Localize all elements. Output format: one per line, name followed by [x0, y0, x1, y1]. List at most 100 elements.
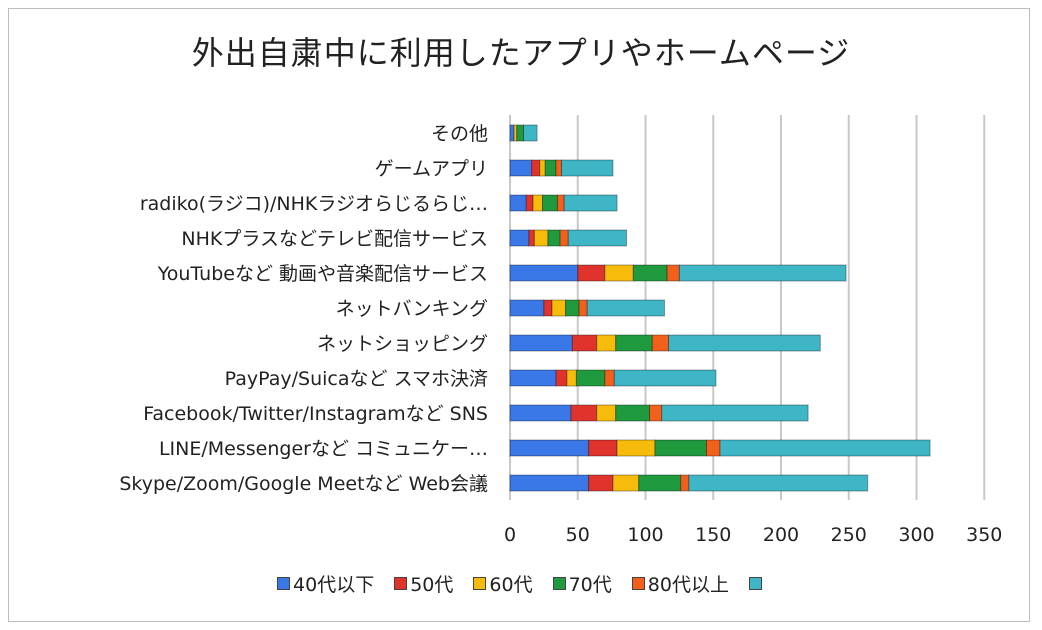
bar-segment [571, 334, 598, 352]
bar-segment [596, 404, 617, 422]
x-tick-label: 350 [966, 524, 1002, 546]
bar-segment [654, 439, 707, 457]
bar-segment [509, 194, 527, 212]
x-tick-label: 300 [898, 524, 934, 546]
bar-segment [567, 229, 628, 247]
bar-segment [588, 439, 618, 457]
bar-segment [555, 369, 568, 387]
bar-segment [555, 159, 562, 177]
legend-item: 80代以上 [631, 570, 729, 597]
bar-segment [612, 474, 640, 492]
bar-segment [613, 369, 717, 387]
bar-segment [509, 229, 530, 247]
bar-segment [615, 404, 651, 422]
category-label: ゲームアプリ [375, 158, 488, 180]
x-tick-label: 250 [831, 524, 867, 546]
x-tick-label: 50 [566, 524, 590, 546]
legend-swatch [394, 577, 408, 590]
bar-segment [668, 334, 821, 352]
category-label: Skype/Zoom/Google Meetなど Web会議 [119, 473, 488, 495]
legend-item: 50代 [394, 570, 453, 597]
bar-segment [565, 299, 580, 317]
bar-segment [563, 194, 618, 212]
bar-segment [588, 474, 614, 492]
bar-segment [509, 299, 545, 317]
bar-segment [559, 229, 569, 247]
legend-label: 70代 [568, 574, 612, 596]
bar-segment [560, 159, 614, 177]
bar-segment [509, 474, 590, 492]
chart-frame [8, 8, 1030, 622]
bar-segment [586, 299, 665, 317]
bar-segment [528, 229, 535, 247]
bar-segment [651, 334, 670, 352]
bar-segment [525, 194, 534, 212]
bar-segment [570, 404, 598, 422]
legend-item [748, 577, 765, 590]
legend-swatch [748, 577, 762, 590]
bar-segment [596, 334, 617, 352]
bar-segment [556, 194, 565, 212]
bar-segment [523, 124, 538, 142]
bar-segment [516, 124, 525, 142]
bar-segment [632, 264, 668, 282]
bar-segment [509, 439, 590, 457]
bar-segment [542, 194, 558, 212]
legend-label: 40代以下 [293, 574, 375, 596]
bar-segment [604, 264, 634, 282]
bar-segment [539, 159, 546, 177]
bar-segment [649, 404, 663, 422]
x-tick-label: 0 [504, 524, 516, 546]
legend-swatch [552, 577, 566, 590]
bar-segment [533, 229, 549, 247]
bar-segment [688, 474, 869, 492]
category-label: その他 [431, 123, 488, 145]
category-label: NHKプラスなどテレビ配信サービス [181, 228, 488, 250]
bar-segment [577, 264, 606, 282]
bar-segment [531, 159, 541, 177]
bar-segment [509, 124, 515, 142]
legend-swatch [473, 577, 487, 590]
bar-segment [666, 264, 680, 282]
bar-segment [678, 264, 847, 282]
bar-segment [604, 369, 615, 387]
bar-segment [547, 229, 561, 247]
bar-segment [509, 369, 557, 387]
legend-label: 80代以上 [647, 574, 729, 596]
bar-segment [705, 439, 721, 457]
legend-label: 50代 [410, 574, 454, 596]
bar-segment [543, 299, 553, 317]
legend: 40代以下 50代 60代 70代 80代以上 [0, 570, 1042, 597]
bar-segment [509, 159, 533, 177]
x-tick-label: 200 [763, 524, 799, 546]
legend-swatch [631, 577, 645, 590]
legend-item: 70代 [552, 570, 612, 597]
bar-segment [566, 369, 577, 387]
category-label: LINE/Messengerなど コミュニケー… [159, 438, 488, 460]
legend-swatch [277, 577, 291, 590]
category-label: Facebook/Twitter/Instagramなど SNS [143, 403, 488, 425]
bar-segment [661, 404, 809, 422]
bar-segment [532, 194, 544, 212]
legend-label: 60代 [489, 574, 533, 596]
chart-title: 外出自粛中に利用したアプリやホームページ [191, 34, 851, 72]
bar-segment [509, 264, 579, 282]
bar-segment [615, 334, 653, 352]
category-label: PayPay/Suicaなど スマホ決済 [225, 368, 488, 390]
bar-segment [616, 439, 656, 457]
bar-segment [578, 299, 588, 317]
legend-item: 60代 [473, 570, 533, 597]
bar-segment [719, 439, 931, 457]
x-tick-label: 100 [627, 524, 663, 546]
category-label: ネットショッピング [317, 333, 488, 355]
bar-segment [680, 474, 690, 492]
legend-item: 40代以下 [277, 570, 374, 597]
bar-segment [551, 299, 567, 317]
bar-segment [509, 334, 573, 352]
x-tick-label: 150 [695, 524, 731, 546]
bar-segment [509, 404, 572, 422]
bar-segment [544, 159, 557, 177]
category-label: ネットバンキング [336, 298, 488, 320]
category-label: YouTubeなど 動画や音楽配信サービス [157, 263, 488, 285]
